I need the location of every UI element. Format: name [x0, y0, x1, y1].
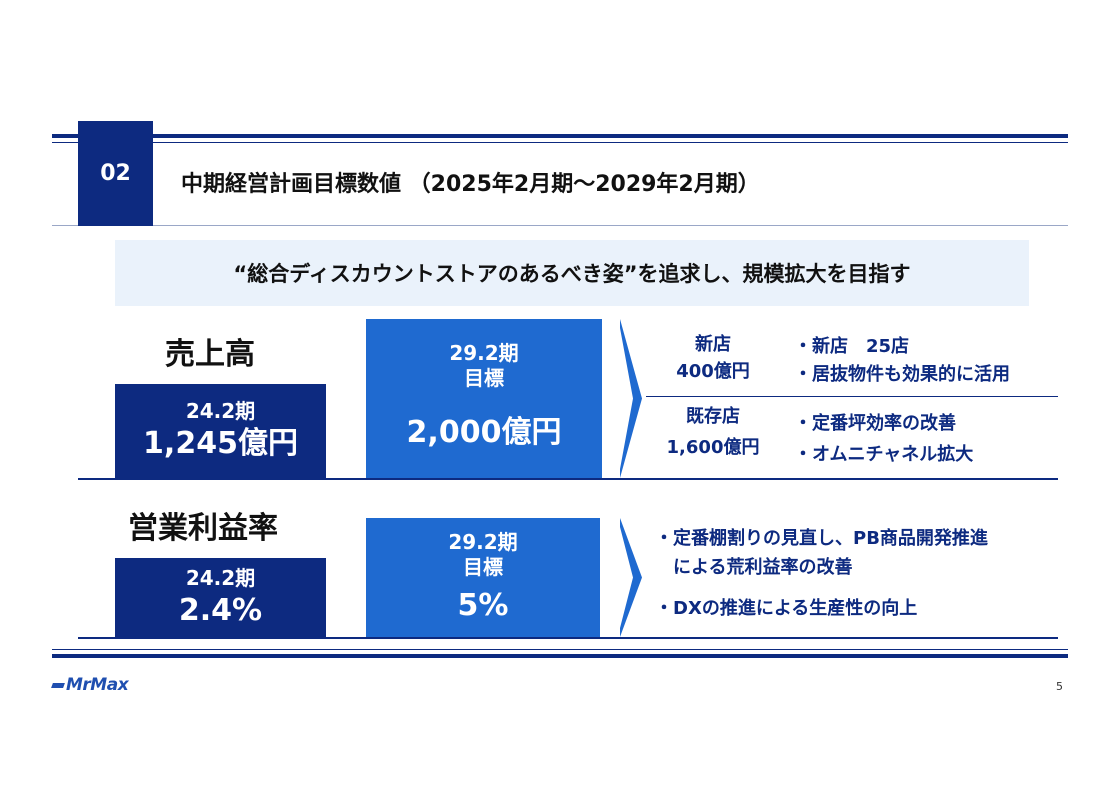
- new-stores-bullets: ・新店 25店 ・居抜物件も効果的に活用: [794, 333, 1010, 389]
- existing-stores-bullet: ・オムニチャネル拡大: [794, 443, 974, 465]
- logo-dash: [51, 682, 65, 688]
- margin-bullets: ・定番棚割りの見直し、PB商品開発推進 による荒利益率の改善 ・DXの推進による…: [655, 525, 988, 623]
- margin-target-value: 5%: [457, 588, 509, 623]
- top-rule-thick: [52, 134, 1068, 138]
- page-title: 中期経営計画目標数値 （2025年2月期～2029年2月期）: [181, 172, 760, 197]
- sales-bottom-rule: [78, 478, 1058, 480]
- margin-bullet: による荒利益率の改善: [655, 556, 853, 578]
- sales-chevron-icon: [620, 319, 642, 478]
- margin-bullet: ・DXの推進による生産性の向上: [655, 597, 918, 619]
- margin-target-period: 29.2期: [448, 530, 518, 554]
- bottom-rule-thick: [52, 654, 1068, 658]
- sales-target-period: 29.2期: [449, 341, 519, 365]
- new-stores-bullet: ・新店 25店: [794, 336, 910, 357]
- page-number: 5: [1056, 680, 1063, 693]
- margin-title: 営業利益率: [128, 511, 278, 546]
- mrmax-logo: MrMax: [51, 675, 129, 695]
- margin-current-period: 24.2期: [185, 565, 256, 590]
- section-number-badge: 02: [78, 121, 153, 226]
- margin-chevron-icon: [620, 518, 642, 637]
- header-bottom-rule: [52, 225, 1068, 226]
- sales-current-period: 24.2期: [185, 399, 256, 423]
- margin-current-value: 2.4%: [178, 592, 263, 628]
- new-stores-label: 新店 400億円: [656, 331, 770, 385]
- sales-divider: [646, 396, 1058, 397]
- margin-current-box: 24.2期 2.4%: [115, 558, 326, 637]
- existing-stores-label: 既存店 1,600億円: [651, 402, 775, 463]
- sales-target-label: 目標: [464, 366, 504, 390]
- existing-stores-value: 1,600億円: [666, 436, 760, 458]
- bottom-rule-thin: [52, 649, 1068, 650]
- logo-text: MrMax: [66, 675, 129, 695]
- margin-target-box: 29.2期 目標 5%: [366, 518, 600, 637]
- existing-stores-title: 既存店: [686, 406, 740, 427]
- tagline-text: “総合ディスカウントストアのあるべき姿”を追求し、規模拡大を目指す: [233, 262, 911, 286]
- existing-stores-bullets: ・定番坪効率の改善 ・オムニチャネル拡大: [794, 409, 973, 470]
- top-rule-thin: [52, 142, 1068, 143]
- new-stores-bullet: ・居抜物件も効果的に活用: [794, 363, 1010, 385]
- sales-title: 売上高: [165, 337, 255, 372]
- sales-current-value: 1,245億円: [143, 426, 298, 461]
- margin-target-label: 目標: [463, 555, 503, 579]
- margin-bottom-rule: [78, 637, 1058, 639]
- tagline-banner: “総合ディスカウントストアのあるべき姿”を追求し、規模拡大を目指す: [115, 240, 1029, 306]
- sales-target-value: 2,000億円: [406, 415, 562, 450]
- margin-bullet: ・定番棚割りの見直し、PB商品開発推進: [655, 528, 988, 549]
- sales-current-box: 24.2期 1,245億円: [115, 384, 326, 478]
- new-stores-title: 新店: [695, 334, 731, 355]
- new-stores-value: 400億円: [676, 361, 750, 382]
- existing-stores-bullet: ・定番坪効率の改善: [794, 413, 956, 434]
- sales-target-box: 29.2期 目標 2,000億円: [366, 319, 602, 478]
